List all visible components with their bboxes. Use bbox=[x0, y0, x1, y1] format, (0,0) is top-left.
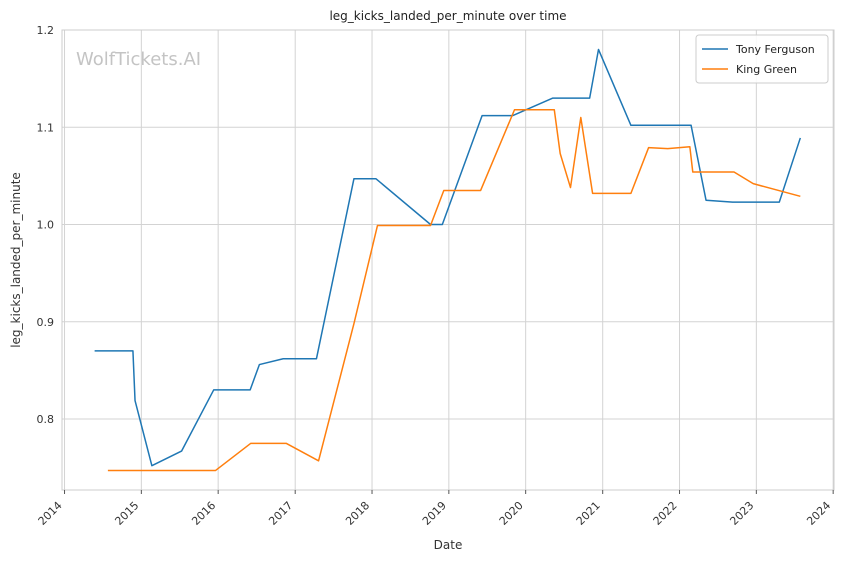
y-tick-label: 1.0 bbox=[37, 219, 55, 232]
series-layer bbox=[94, 48, 802, 472]
x-tick-label: 2022 bbox=[651, 499, 680, 528]
legend: Tony Ferguson King Green bbox=[695, 34, 829, 84]
x-tick-label: 2024 bbox=[804, 499, 833, 528]
tick-labels: 2014 2015 2016 2017 2018 2019 2020 2021 2022 2023… bbox=[36, 24, 834, 528]
series-line-king-green bbox=[107, 109, 801, 472]
y-tick-label: 0.9 bbox=[37, 316, 55, 329]
x-tick-label: 2016 bbox=[189, 499, 218, 528]
chart-title: leg_kicks_landed_per_minute over time bbox=[329, 9, 566, 23]
x-tick-label: 2017 bbox=[266, 499, 295, 528]
y-tick-label: 1.2 bbox=[37, 24, 55, 37]
x-tick-label: 2015 bbox=[112, 499, 141, 528]
plot-area-frame bbox=[61, 29, 835, 491]
x-tick-label: 2014 bbox=[36, 499, 65, 528]
x-tick-label: 2020 bbox=[497, 499, 526, 528]
legend-box bbox=[695, 34, 829, 84]
legend-label: King Green bbox=[736, 63, 797, 76]
x-tick-label: 2019 bbox=[420, 499, 449, 528]
y-tick-label: 0.8 bbox=[37, 413, 55, 426]
x-tick-label: 2023 bbox=[727, 499, 756, 528]
series-line-tony-ferguson bbox=[94, 48, 802, 467]
watermark: WolfTickets.AI bbox=[76, 49, 201, 70]
y-tick-label: 1.1 bbox=[37, 121, 55, 134]
legend-label: Tony Ferguson bbox=[735, 43, 815, 56]
y-axis-title: leg_kicks_landed_per_minute bbox=[9, 172, 23, 348]
grid-lines bbox=[62, 29, 834, 490]
x-tick-label: 2018 bbox=[343, 499, 372, 528]
x-tick-label: 2021 bbox=[574, 499, 603, 528]
x-axis-title: Date bbox=[434, 538, 463, 552]
